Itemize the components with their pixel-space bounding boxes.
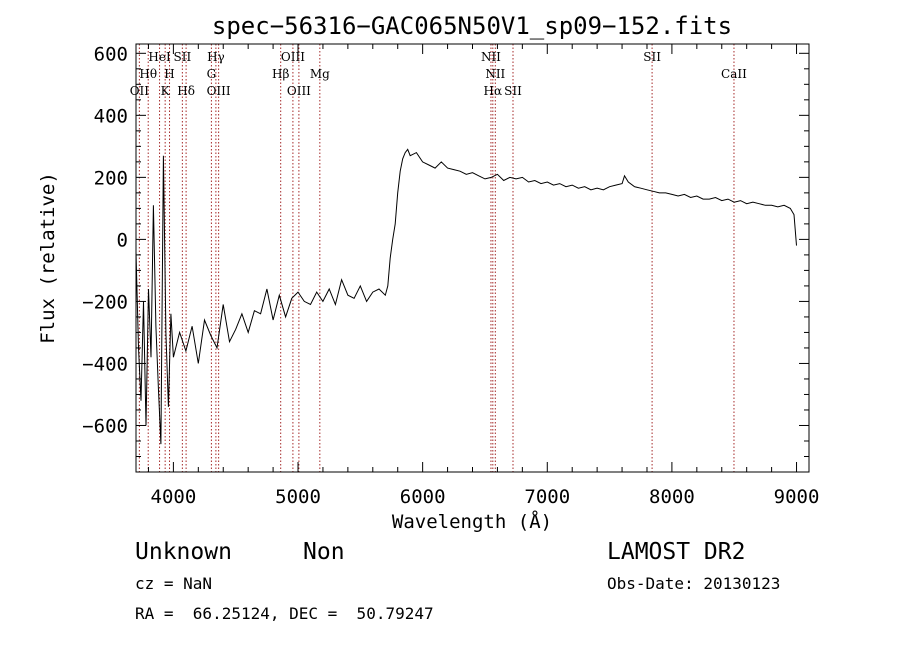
spectral-line-label: Hγ: [207, 50, 225, 64]
axis-ticks: [136, 44, 809, 472]
spectral-line-label: K: [161, 84, 171, 98]
spectral-line-label: Hθ: [139, 67, 157, 81]
spectral-line-label: OIII: [207, 84, 231, 98]
y-tick-label: −400: [82, 353, 128, 375]
subclass-text: Non: [303, 539, 345, 565]
spectral-line-label: NII: [485, 67, 505, 81]
coords-text: RA = 66.25124, DEC = 50.79247: [135, 604, 434, 623]
spectral-line-label: H: [164, 67, 174, 81]
obs-date-text: Obs-Date: 20130123: [607, 574, 780, 593]
spectral-line-label: HeI: [148, 50, 171, 64]
y-tick-labels: −600 −400 −200 0 200 400 600: [82, 43, 128, 437]
y-tick-label: 0: [117, 229, 128, 251]
x-tick-label: 9000: [774, 486, 820, 508]
chart-title: spec−56316−GAC065N50V1_sp09−152.fits: [212, 12, 732, 40]
x-tick-label: 4000: [151, 486, 197, 508]
y-axis-label: Flux (relative): [37, 172, 59, 344]
y-tick-label: 200: [94, 167, 128, 189]
spectral-line-label: Mg: [310, 67, 330, 81]
y-tick-label: 600: [94, 43, 128, 65]
spectral-line-label: G: [207, 67, 217, 81]
spectral-line-label: SII: [174, 50, 192, 64]
spectrum-line: [135, 148, 797, 445]
y-tick-label: −600: [82, 415, 128, 437]
spectral-line-label: NII: [481, 50, 501, 64]
spectral-line-label: SII: [643, 50, 661, 64]
line-markers: [138, 44, 735, 472]
x-tick-labels: 4000 5000 6000 7000 8000 9000: [151, 486, 820, 508]
spectral-line-label: OIII: [287, 84, 311, 98]
spectral-line-label: OIII: [281, 50, 305, 64]
spectral-line-label: CaII: [721, 67, 747, 81]
plot-frame: [135, 43, 810, 473]
x-tick-label: 6000: [400, 486, 446, 508]
cz-text: cz = NaN: [135, 574, 212, 593]
line-labels: OIIHθHeIKHSIIHδGHγOIIIHβOIIIOIIIMgNIIHαN…: [130, 50, 747, 98]
x-tick-label: 8000: [649, 486, 695, 508]
y-tick-label: 400: [94, 105, 128, 127]
spectral-line-label: Hβ: [272, 67, 289, 81]
x-axis-label: Wavelength (Å): [392, 510, 552, 533]
survey-label: LAMOST DR2: [607, 539, 745, 565]
spectral-line-label: Hα: [484, 84, 503, 98]
x-tick-label: 7000: [524, 486, 570, 508]
spectral-line-label: SII: [504, 84, 522, 98]
spectral-line-label: Hδ: [177, 84, 195, 98]
spectral-line-label: OII: [130, 84, 150, 98]
x-tick-label: 5000: [275, 486, 321, 508]
y-tick-label: −200: [82, 291, 128, 313]
classification-text: Unknown: [135, 539, 232, 565]
